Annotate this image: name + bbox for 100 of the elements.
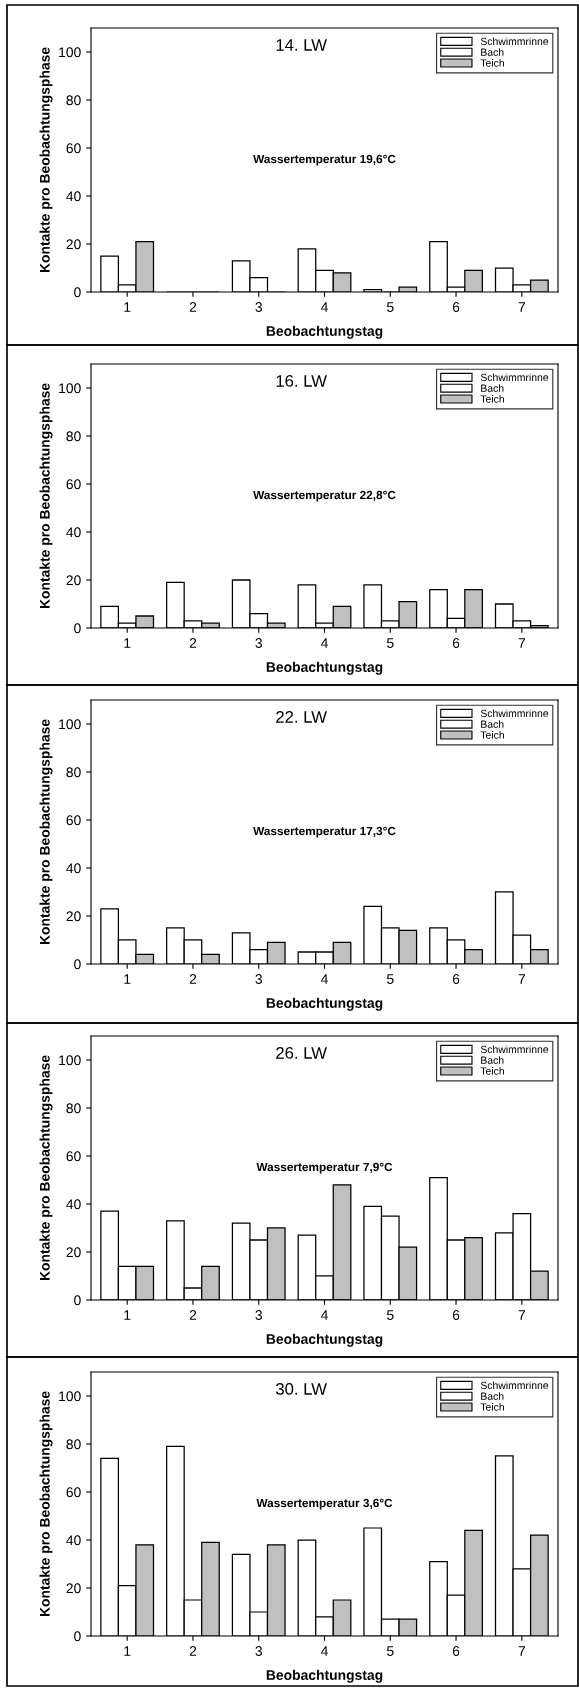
y-tick-label: 100 xyxy=(59,1055,81,1066)
x-tick-label: 7 xyxy=(518,1646,525,1656)
x-tick-label: 1 xyxy=(124,1310,131,1320)
y-tick-label: 100 xyxy=(59,1391,81,1402)
legend-label: Teich xyxy=(480,1403,504,1411)
y-axis-title: Kontakte pro Beobachtungsphase xyxy=(39,383,53,609)
x-tick-label: 6 xyxy=(452,1646,460,1656)
x-tick-label: 1 xyxy=(124,638,131,648)
legend-label: Teich xyxy=(480,59,504,67)
text: 22. LW xyxy=(276,711,327,723)
text: 16. LW xyxy=(276,375,327,387)
x-tick-label: 2 xyxy=(189,1646,197,1656)
x-tick-label: 4 xyxy=(320,1310,328,1320)
annotation: Wassertemperatur 19,6°C xyxy=(253,154,396,166)
x-tick-label: 1 xyxy=(124,302,131,312)
x-axis-title: Beobachtungstag xyxy=(266,1669,383,1683)
y-tick-label: 0 xyxy=(74,959,81,970)
text: 14. LW xyxy=(276,39,327,51)
x-tick-label: 6 xyxy=(452,638,460,648)
x-tick-label: 5 xyxy=(386,302,394,312)
y-tick-label: 60 xyxy=(66,143,81,154)
x-tick-label: 3 xyxy=(255,638,262,648)
y-axis-title: Kontakte pro Beobachtungsphase xyxy=(39,1391,53,1617)
legend-label: Teich xyxy=(480,731,504,739)
y-tick-label: 80 xyxy=(66,1103,81,1114)
x-tick-label: 2 xyxy=(189,638,197,648)
y-tick-label: 20 xyxy=(66,1247,81,1258)
y-tick-label: 20 xyxy=(66,911,81,922)
y-tick-label: 0 xyxy=(74,287,81,298)
x-tick-label: 3 xyxy=(255,1310,262,1320)
x-tick-label: 7 xyxy=(518,974,525,984)
x-tick-label: 4 xyxy=(320,974,328,984)
x-tick-label: 7 xyxy=(518,638,525,648)
y-tick-label: 60 xyxy=(66,479,81,490)
x-tick-label: 6 xyxy=(452,1310,460,1320)
x-tick-label: 3 xyxy=(255,1646,262,1656)
x-tick-label: 6 xyxy=(452,974,460,984)
legend-label: Teich xyxy=(480,1067,504,1075)
text: 30. LW xyxy=(276,1383,327,1395)
y-tick-label: 100 xyxy=(59,383,81,394)
y-tick-label: 60 xyxy=(66,1487,81,1498)
y-tick-label: 40 xyxy=(66,863,81,874)
annotation: Wassertemperatur 22,8°C xyxy=(253,490,396,502)
legend-label: Bach xyxy=(481,1392,504,1400)
y-tick-label: 40 xyxy=(66,527,81,538)
annotation: Wassertemperatur 3,6°C xyxy=(256,1498,393,1510)
x-tick-label: 1 xyxy=(124,974,131,984)
legend-label: Schwimmrinne xyxy=(480,37,549,46)
y-tick-label: 0 xyxy=(74,1631,81,1642)
y-tick-label: 60 xyxy=(66,815,81,826)
x-tick-label: 4 xyxy=(320,302,328,312)
x-axis-title: Beobachtungstag xyxy=(266,661,383,675)
x-tick-label: 1 xyxy=(124,1646,131,1656)
legend-label: Schwimmrinne xyxy=(480,1045,549,1054)
legend-label: Bach xyxy=(481,48,504,56)
y-tick-label: 80 xyxy=(66,95,81,106)
x-axis-title: Beobachtungstag xyxy=(266,997,383,1011)
y-tick-label: 80 xyxy=(66,767,81,778)
legend-label: Schwimmrinne xyxy=(480,373,549,382)
y-tick-label: 100 xyxy=(59,719,81,730)
x-tick-label: 7 xyxy=(518,1310,525,1320)
y-tick-label: 80 xyxy=(66,431,81,442)
legend-label: Teich xyxy=(480,395,504,403)
y-tick-label: 20 xyxy=(66,239,81,250)
y-tick-label: 40 xyxy=(66,191,81,202)
annotation: Wassertemperatur 17,3°C xyxy=(253,826,396,838)
y-tick-label: 0 xyxy=(74,623,81,634)
x-tick-label: 4 xyxy=(320,1646,328,1656)
x-tick-label: 5 xyxy=(386,974,394,984)
x-tick-label: 7 xyxy=(518,302,525,312)
x-tick-label: 5 xyxy=(386,1310,394,1320)
x-tick-label: 2 xyxy=(189,1310,197,1320)
y-tick-label: 100 xyxy=(59,47,81,58)
x-tick-label: 2 xyxy=(189,974,197,984)
x-tick-label: 2 xyxy=(189,302,197,312)
y-axis-title: Kontakte pro Beobachtungsphase xyxy=(39,47,53,273)
y-tick-label: 40 xyxy=(66,1199,81,1210)
legend-label: Bach xyxy=(481,384,504,392)
legend-label: Bach xyxy=(481,1056,504,1064)
text: 26. LW xyxy=(276,1047,327,1059)
x-tick-label: 3 xyxy=(255,302,262,312)
y-axis-title: Kontakte pro Beobachtungsphase xyxy=(39,1055,53,1281)
x-tick-label: 5 xyxy=(386,1646,394,1656)
y-axis-title: Kontakte pro Beobachtungsphase xyxy=(39,719,53,945)
legend-label: Schwimmrinne xyxy=(480,1381,549,1390)
x-axis-title: Beobachtungstag xyxy=(266,325,383,339)
x-tick-label: 6 xyxy=(452,302,460,312)
annotation: Wassertemperatur 7,9°C xyxy=(256,1162,393,1174)
y-tick-label: 80 xyxy=(66,1439,81,1450)
x-tick-label: 4 xyxy=(320,638,328,648)
legend-label: Schwimmrinne xyxy=(480,709,549,718)
y-tick-label: 20 xyxy=(66,1583,81,1594)
x-axis-title: Beobachtungstag xyxy=(266,1333,383,1347)
y-tick-label: 20 xyxy=(66,575,81,586)
legend-label: Bach xyxy=(481,720,504,728)
x-tick-label: 3 xyxy=(255,974,262,984)
x-tick-label: 5 xyxy=(386,638,394,648)
y-tick-label: 40 xyxy=(66,1535,81,1546)
y-tick-label: 0 xyxy=(74,1295,81,1306)
y-tick-label: 60 xyxy=(66,1151,81,1162)
